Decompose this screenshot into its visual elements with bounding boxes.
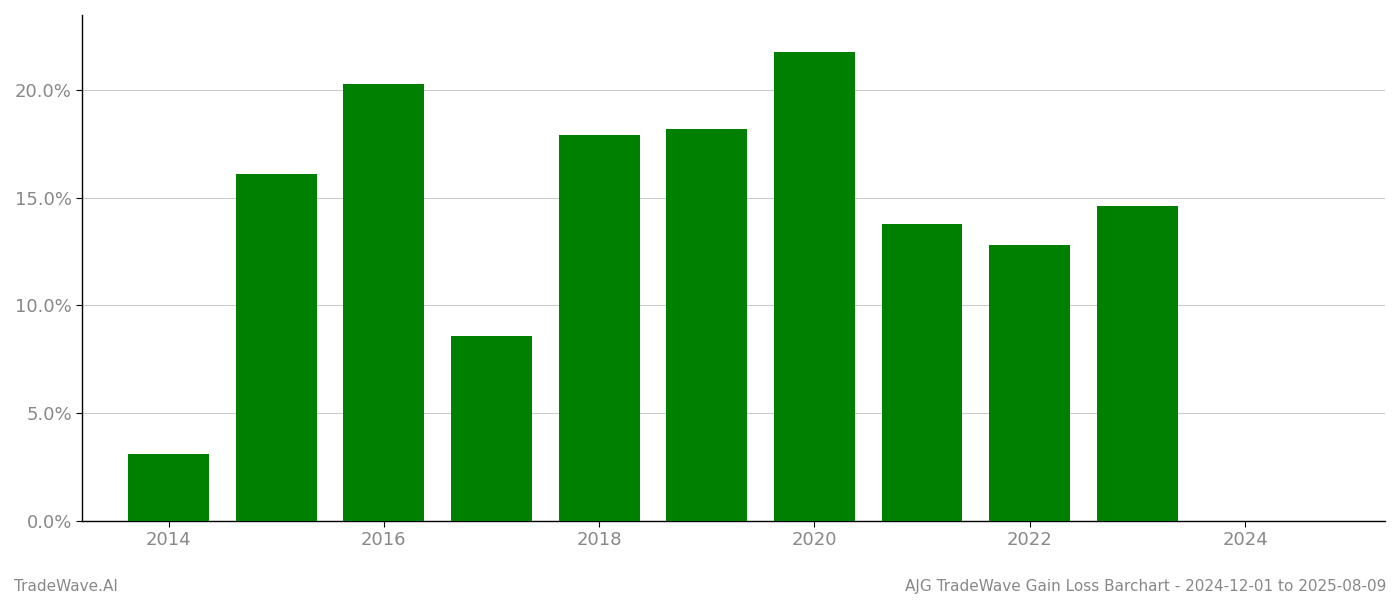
Bar bbox=[774, 52, 855, 521]
Bar bbox=[451, 335, 532, 521]
Bar bbox=[1098, 206, 1177, 521]
Text: TradeWave.AI: TradeWave.AI bbox=[14, 579, 118, 594]
Bar bbox=[990, 245, 1070, 521]
Bar bbox=[882, 224, 962, 521]
Text: AJG TradeWave Gain Loss Barchart - 2024-12-01 to 2025-08-09: AJG TradeWave Gain Loss Barchart - 2024-… bbox=[904, 579, 1386, 594]
Bar bbox=[559, 136, 640, 521]
Bar bbox=[235, 174, 316, 521]
Bar bbox=[129, 454, 209, 521]
Bar bbox=[343, 84, 424, 521]
Bar bbox=[666, 129, 748, 521]
